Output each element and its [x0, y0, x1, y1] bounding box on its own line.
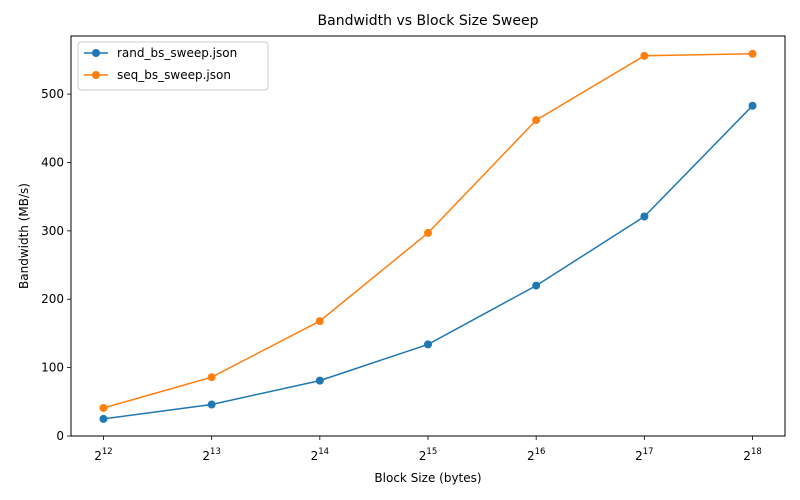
legend-marker: [92, 49, 100, 57]
data-point: [207, 373, 216, 382]
data-point: [424, 340, 432, 349]
data-point: [207, 400, 216, 409]
y-axis: 0 100 200 300 400 500: [41, 87, 71, 443]
data-point: [640, 212, 649, 221]
x-tick-label: 212: [94, 447, 112, 463]
y-tick-label: 500: [41, 87, 64, 101]
data-point: [99, 403, 108, 412]
legend-frame: [77, 41, 269, 91]
y-tick-label: 300: [41, 224, 64, 238]
x-tick-label: 217: [635, 447, 653, 463]
data-point: [748, 101, 757, 110]
series-layer: [99, 49, 757, 423]
x-tick-label: 218: [743, 447, 761, 463]
x-axis-label: Block Size (bytes): [374, 471, 481, 485]
legend: rand_bs_sweep.json seq_bs_sweep.json: [77, 41, 269, 91]
x-tick-label: 216: [527, 447, 545, 463]
data-point: [748, 49, 757, 58]
legend-marker: [92, 71, 100, 79]
data-point: [99, 414, 108, 423]
y-tick-label: 100: [41, 361, 64, 375]
data-point: [424, 228, 432, 237]
legend-entry-label: rand_bs_sweep.json: [117, 46, 237, 60]
data-point: [532, 116, 541, 125]
x-tick-label: 215: [419, 447, 437, 463]
y-tick-label: 400: [41, 155, 64, 169]
chart-title: Bandwidth vs Block Size Sweep: [318, 13, 539, 29]
data-point: [315, 317, 324, 326]
x-axis: 212 213 214 215 216 217 218: [94, 436, 762, 463]
x-tick-label: 213: [202, 447, 220, 463]
data-point: [640, 51, 649, 60]
data-point: [532, 281, 541, 290]
y-tick-label: 0: [56, 429, 64, 443]
data-point: [315, 376, 324, 385]
y-axis-label: Bandwidth (MB/s): [17, 183, 31, 289]
x-tick-label: 214: [311, 447, 329, 463]
y-tick-label: 200: [41, 292, 64, 306]
legend-entry-label: seq_bs_sweep.json: [117, 68, 231, 82]
